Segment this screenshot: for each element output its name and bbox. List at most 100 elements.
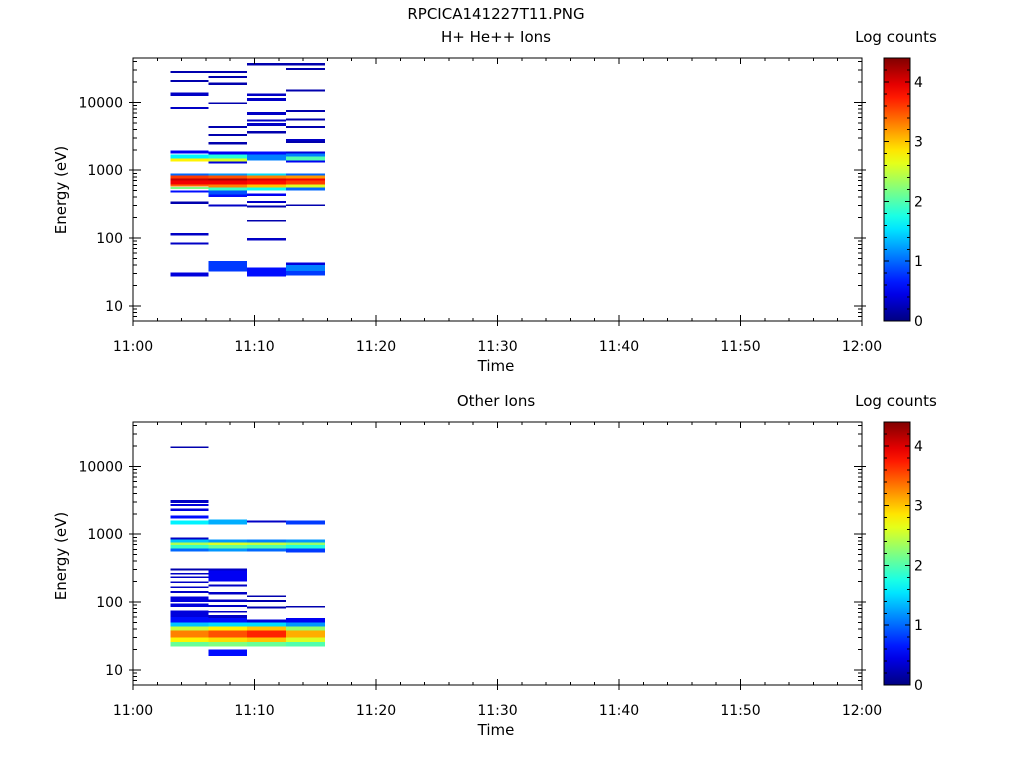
heatmap-cell — [247, 112, 287, 116]
plot-area: 11:00 11:10 11:20 11:30 11:40 11:50 12:00 10 100… — [78, 57, 882, 355]
heatmap-cell — [170, 272, 209, 277]
heatmap-cell — [170, 173, 209, 176]
y-tick-label: 100 — [96, 231, 123, 247]
heatmap-cell — [208, 519, 248, 525]
colorbar-label: Log counts — [855, 392, 937, 410]
heatmap-cell — [170, 542, 209, 546]
colorbar-tick-label: 2 — [914, 194, 923, 210]
heatmap-cell — [208, 542, 248, 546]
x-tick-label: 11:10 — [234, 703, 274, 719]
colorbar-tick-label: 2 — [914, 558, 923, 574]
heatmap-cell — [208, 641, 248, 647]
heatmap-cell — [170, 190, 209, 193]
panel-other-ions: Other Ions Log counts Time Energy (eV) 1… — [52, 392, 937, 739]
heatmap-cell — [286, 637, 325, 642]
heatmap-cell — [286, 605, 325, 608]
heatmap-cell — [208, 592, 248, 595]
heatmap-cell — [170, 158, 209, 162]
heatmap-cell — [247, 173, 287, 176]
heatmap-cell — [286, 160, 325, 163]
x-tick-label: 11:10 — [234, 339, 274, 355]
colorbar: 0 1 2 3 4 — [883, 421, 923, 694]
heatmap-cell — [208, 568, 248, 571]
heatmap-cell — [247, 154, 287, 161]
heatmap-cell — [247, 545, 287, 549]
heatmap-cell — [170, 630, 209, 638]
y-tick-label: 10 — [105, 299, 123, 315]
panel-title: H+ He++ Ions — [441, 28, 551, 46]
heatmap-cell — [208, 82, 248, 86]
heatmap-cell — [286, 151, 325, 154]
x-tick-label: 11:30 — [477, 703, 517, 719]
plot-area: 11:00 11:10 11:20 11:30 11:40 11:50 12:00 10 100… — [78, 421, 882, 719]
heatmap-cell — [170, 446, 209, 449]
heatmap-cell — [170, 520, 209, 525]
heatmap-cell — [208, 630, 248, 638]
heatmap-cell — [286, 542, 325, 546]
colorbar: 0 1 2 3 4 — [883, 57, 923, 330]
x-tick-label: 11:40 — [599, 339, 639, 355]
heatmap-cell — [247, 606, 287, 609]
heatmap-cell — [286, 173, 325, 176]
heatmap-cell — [170, 622, 209, 627]
heatmap-cell — [208, 626, 248, 631]
heatmap-cell — [170, 581, 209, 584]
heatmap-cell — [208, 161, 248, 164]
heatmap-cell — [208, 190, 248, 195]
heatmap-cell — [286, 89, 325, 92]
heatmap-cell — [208, 178, 248, 181]
heatmap-cell — [208, 539, 248, 543]
heatmap-cell — [247, 641, 287, 647]
heatmap-cell — [286, 548, 325, 553]
heatmap-cell — [208, 154, 248, 159]
heatmap-cell — [170, 539, 209, 543]
colorbar-tick-label: 0 — [914, 314, 923, 330]
heatmap-cell — [170, 641, 209, 647]
heatmap-cell — [286, 630, 325, 638]
heatmap-cell — [170, 233, 209, 236]
heatmap-cell — [247, 520, 287, 523]
y-tick-label: 1000 — [87, 163, 123, 179]
heatmap-cell — [286, 180, 325, 185]
heatmap-cell — [286, 520, 325, 525]
heatmap-cell — [170, 603, 209, 607]
heatmap-cell — [247, 201, 287, 203]
heatmap-cell — [286, 62, 325, 66]
heatmap-cell — [247, 193, 287, 196]
y-tick-label: 10000 — [78, 459, 123, 475]
heatmap-cell — [247, 187, 287, 191]
heatmap-cell — [247, 151, 287, 155]
colorbar-scale — [883, 421, 911, 686]
heatmap-cell — [208, 184, 248, 188]
heatmap-cell — [170, 568, 209, 571]
y-tick-label: 100 — [96, 595, 123, 611]
y-tick-label: 1000 — [87, 527, 123, 543]
x-tick-label: 11:40 — [599, 703, 639, 719]
heatmap-cell — [170, 586, 209, 589]
heatmap-cell — [208, 584, 248, 587]
x-tick-label: 12:00 — [842, 703, 882, 719]
colorbar-tick-label: 3 — [914, 499, 923, 515]
heatmap-cell — [286, 110, 325, 113]
figure-title: RPCICA141227T11.PNG — [407, 5, 584, 23]
colorbar-tick-label: 4 — [914, 439, 923, 455]
heatmap-cell — [208, 204, 248, 207]
heatmap-cell — [286, 138, 325, 141]
y-axis-label: Energy (eV) — [52, 146, 70, 234]
colorbar-tick-label: 3 — [914, 135, 923, 151]
heatmap-cell — [170, 508, 209, 511]
heatmap-cells — [170, 62, 325, 277]
heatmap-cell — [208, 605, 248, 608]
x-tick-label: 11:20 — [356, 339, 396, 355]
heatmap-cell — [208, 622, 248, 627]
heatmap-cell — [208, 649, 248, 657]
heatmap-cell — [208, 618, 248, 623]
heatmap-cell — [170, 572, 209, 575]
heatmap-cell — [247, 122, 287, 126]
heatmap-cell — [208, 75, 248, 78]
heatmap-cell — [170, 637, 209, 642]
heatmap-cell — [170, 180, 209, 185]
heatmap-cell — [286, 262, 325, 266]
heatmap-cell — [247, 542, 287, 546]
